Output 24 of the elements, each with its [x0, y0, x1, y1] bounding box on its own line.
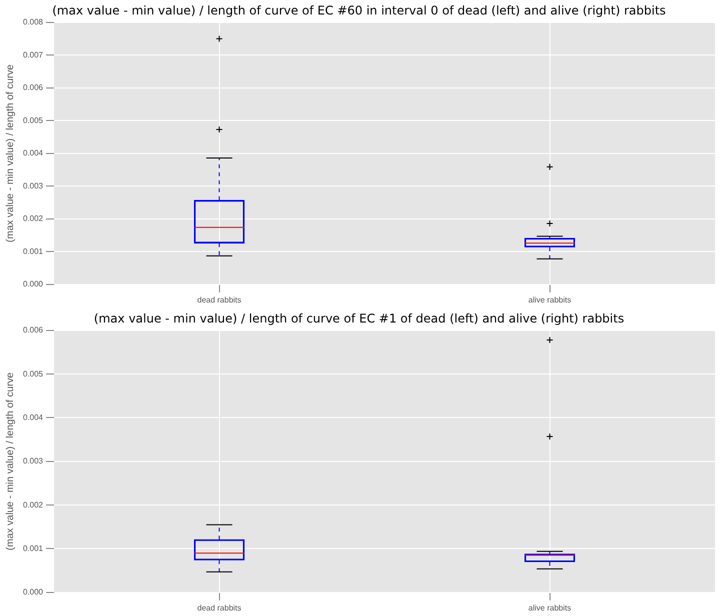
y-tick-label: 0.003	[22, 456, 44, 466]
x-tick-label: alive rabbits	[528, 295, 572, 304]
y-tick-label: 0.000	[22, 280, 44, 289]
y-tick-label: 0.001	[22, 544, 44, 553]
y-tick-label: 0.006	[22, 83, 44, 92]
chart-title: (max value - min value) / length of curve of EC #60 in interval 0 of dead (left) and alive (right) rabbits	[52, 3, 666, 18]
y-tick-label: 0.004	[22, 412, 44, 422]
x-tick-label: alive rabbits	[528, 603, 572, 612]
y-tick-label: 0.001	[22, 246, 44, 256]
y-tick-label: 0.006	[22, 326, 44, 335]
y-tick-label: 0.007	[22, 50, 44, 60]
y-axis-title: (max value - min value) / length of curve	[4, 372, 16, 550]
chart-title: (max value - min value) / length of curve of EC #1 of dead (left) and alive (right) rabbits	[94, 311, 624, 326]
y-tick-label: 0.008	[22, 18, 44, 27]
y-tick-label: 0.000	[22, 588, 44, 597]
x-tick-label: dead rabbits	[197, 295, 242, 304]
y-tick-label: 0.005	[22, 116, 44, 125]
y-tick-label: 0.002	[22, 214, 44, 224]
y-tick-label: 0.003	[22, 181, 44, 190]
y-tick-label: 0.004	[22, 148, 44, 158]
y-tick-label: 0.002	[22, 500, 44, 510]
x-tick-label: dead rabbits	[197, 603, 242, 612]
y-tick-label: 0.005	[22, 369, 44, 378]
y-axis-title: (max value - min value) / length of curve	[4, 64, 16, 242]
